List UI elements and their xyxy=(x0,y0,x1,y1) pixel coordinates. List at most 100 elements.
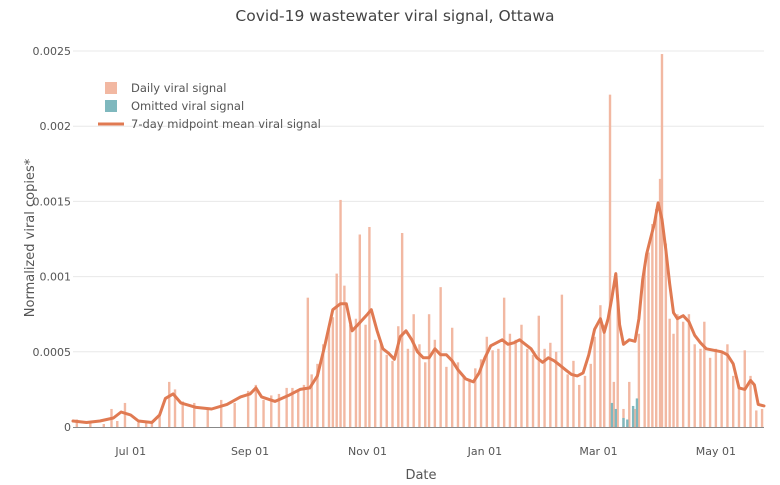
y-tick-label: 0 xyxy=(64,421,71,434)
daily-bar xyxy=(720,351,723,427)
daily-bar xyxy=(277,393,281,427)
daily-bar xyxy=(450,327,454,427)
daily-bar xyxy=(554,351,558,427)
daily-bar xyxy=(233,402,236,427)
daily-bar xyxy=(660,54,664,428)
daily-bar xyxy=(75,419,79,427)
daily-bar xyxy=(397,326,400,427)
daily-bar xyxy=(514,339,517,427)
daily-bar xyxy=(339,199,342,427)
daily-bar xyxy=(193,402,196,427)
daily-bar xyxy=(331,317,335,427)
daily-bar xyxy=(485,336,489,427)
daily-bar xyxy=(306,297,310,427)
daily-bar xyxy=(643,264,646,427)
daily-bar xyxy=(150,423,154,427)
daily-bar xyxy=(578,384,581,427)
omitted-bar xyxy=(614,408,617,427)
daily-bar xyxy=(220,399,223,427)
daily-bar xyxy=(427,314,431,427)
daily-bar xyxy=(254,384,258,427)
daily-bar xyxy=(262,399,265,427)
daily-bar xyxy=(322,344,325,427)
x-tick-label: Jan 01 xyxy=(467,445,502,458)
daily-bar xyxy=(270,395,273,427)
y-axis-ticks: 0 0.0005 0.001 0.0015 0.002 0.0025 xyxy=(33,45,72,434)
daily-bar xyxy=(327,329,331,427)
daily-bar xyxy=(158,413,161,427)
daily-bar xyxy=(612,381,616,427)
daily-bar xyxy=(647,252,650,427)
daily-bar xyxy=(89,422,92,427)
daily-bar xyxy=(373,339,377,427)
daily-bar xyxy=(520,324,523,427)
legend-label: Daily viral signal xyxy=(131,81,226,95)
daily-bar xyxy=(144,420,148,427)
daily-bar xyxy=(749,375,752,427)
daily-bar xyxy=(335,273,338,427)
daily-bar xyxy=(364,324,367,427)
daily-bar xyxy=(676,314,679,427)
daily-bar xyxy=(708,357,712,427)
daily-bar xyxy=(379,344,383,427)
x-axis-ticks: Jul 01 Sep 01 Nov 01 Jan 01 Mar 01 May 01 xyxy=(114,445,736,458)
daily-bar xyxy=(693,344,696,427)
daily-bar xyxy=(297,390,300,427)
daily-bar xyxy=(456,362,460,427)
daily-bar xyxy=(687,314,691,427)
daily-bar xyxy=(566,374,569,427)
daily-bar xyxy=(589,363,592,427)
daily-bar xyxy=(703,321,706,427)
daily-bars xyxy=(75,54,764,428)
daily-bar xyxy=(664,243,668,427)
daily-bar xyxy=(445,366,448,427)
legend-label: 7-day midpoint mean viral signal xyxy=(131,117,321,131)
daily-bar xyxy=(354,318,358,427)
omitted-bar xyxy=(631,405,635,427)
daily-bar xyxy=(583,375,587,427)
daily-bar xyxy=(526,348,529,427)
daily-bar xyxy=(651,223,654,427)
daily-bar xyxy=(181,401,184,427)
daily-bar xyxy=(726,344,729,427)
daily-bar xyxy=(439,287,442,427)
daily-bar xyxy=(433,339,437,427)
daily-bar xyxy=(549,342,552,427)
daily-bar xyxy=(668,318,671,427)
daily-bar xyxy=(760,408,764,427)
daily-bar xyxy=(123,402,127,427)
daily-bar xyxy=(497,348,500,427)
daily-bar xyxy=(658,178,662,427)
y-tick-label: 0.002 xyxy=(40,120,72,133)
daily-bar xyxy=(628,381,631,427)
daily-bar xyxy=(633,408,637,427)
daily-bar xyxy=(302,384,306,427)
omitted-bar xyxy=(635,398,639,427)
daily-bar xyxy=(173,389,177,427)
daily-bar xyxy=(531,354,535,427)
daily-bar xyxy=(732,375,735,427)
daily-bar xyxy=(560,294,564,427)
daily-bar xyxy=(755,410,758,427)
x-tick-label: May 01 xyxy=(696,445,736,458)
daily-bar xyxy=(400,233,404,427)
daily-bar xyxy=(343,285,346,427)
daily-bar xyxy=(714,348,718,427)
y-tick-label: 0.001 xyxy=(40,271,72,284)
daily-bar xyxy=(412,314,415,427)
daily-bar xyxy=(285,387,288,427)
daily-bar xyxy=(474,368,477,427)
daily-bar xyxy=(468,378,471,427)
y-tick-label: 0.0005 xyxy=(33,346,72,359)
daily-bar xyxy=(385,354,388,427)
daily-bar xyxy=(603,324,606,427)
x-tick-label: Jul 01 xyxy=(114,445,146,458)
x-tick-label: Mar 01 xyxy=(579,445,617,458)
daily-bar xyxy=(116,420,119,427)
daily-bar xyxy=(502,297,506,427)
daily-bar xyxy=(418,344,421,427)
daily-bar xyxy=(316,363,319,427)
daily-bar xyxy=(537,315,540,427)
daily-bar xyxy=(672,333,675,427)
